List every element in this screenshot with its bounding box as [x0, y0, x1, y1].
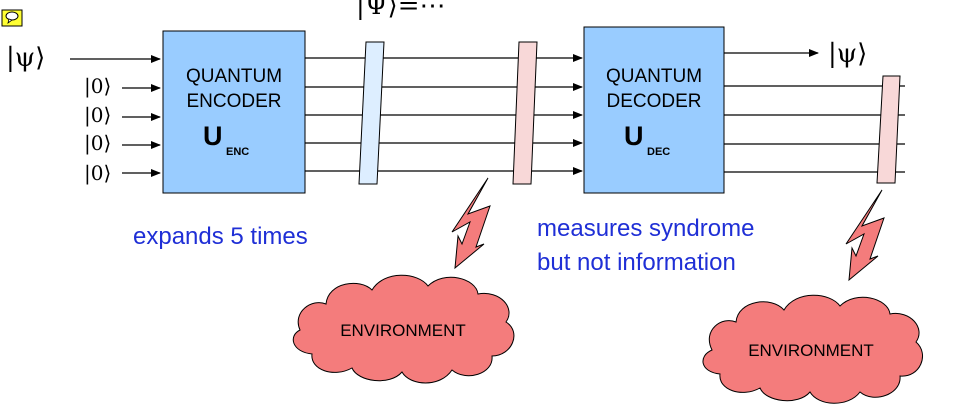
ancilla-label: |0⟩ — [84, 103, 111, 128]
speech-bubble-icon[interactable] — [1, 9, 23, 27]
input-state-label: |ψ⟩ — [6, 43, 45, 73]
decoder-line2: DECODER — [606, 91, 701, 112]
decoder-op-sub: DEC — [647, 146, 670, 158]
encoder-box: QUANTUM ENCODER U ENC — [162, 30, 306, 194]
ancilla-label: |0⟩ — [84, 131, 111, 156]
noise-bar-blue — [358, 41, 385, 185]
measures-note-line1: measures syndrome — [537, 215, 754, 242]
environment-cloud-left: ENVIRONMENT — [292, 274, 515, 384]
environment-label-left: ENVIRONMENT — [340, 321, 466, 340]
output-lines — [724, 49, 905, 173]
encoder-line1: QUANTUM — [186, 66, 282, 87]
expands-note: expands 5 times — [133, 223, 308, 250]
environment-label-right: ENVIRONMENT — [748, 341, 874, 360]
ancilla-labels: |0⟩ |0⟩ |0⟩ |0⟩ — [84, 74, 111, 186]
input-arrows — [70, 55, 161, 177]
noise-bar-pink — [512, 41, 538, 185]
decoder-box: QUANTUM DECODER U DEC — [583, 26, 725, 194]
encoder-op: U — [203, 121, 223, 151]
ancilla-label: |0⟩ — [84, 161, 111, 186]
noise-bar-right — [876, 75, 901, 184]
encoder-line2: ENCODER — [186, 91, 281, 112]
decoder-line1: QUANTUM — [606, 66, 702, 87]
decoder-op: U — [624, 121, 644, 151]
environment-cloud-right: ENVIRONMENT — [702, 294, 924, 404]
channel-lines — [305, 54, 583, 175]
output-state-label: |ψ⟩ — [828, 39, 867, 69]
encoder-op-sub: ENC — [226, 146, 249, 158]
lightning-bolt-icon — [845, 189, 885, 282]
middle-state-label: |Ψ⟩=⋯ — [356, 0, 446, 21]
lightning-bolt-icon — [451, 177, 491, 270]
measures-note-line2: but not information — [537, 249, 736, 276]
ancilla-label: |0⟩ — [84, 74, 111, 99]
